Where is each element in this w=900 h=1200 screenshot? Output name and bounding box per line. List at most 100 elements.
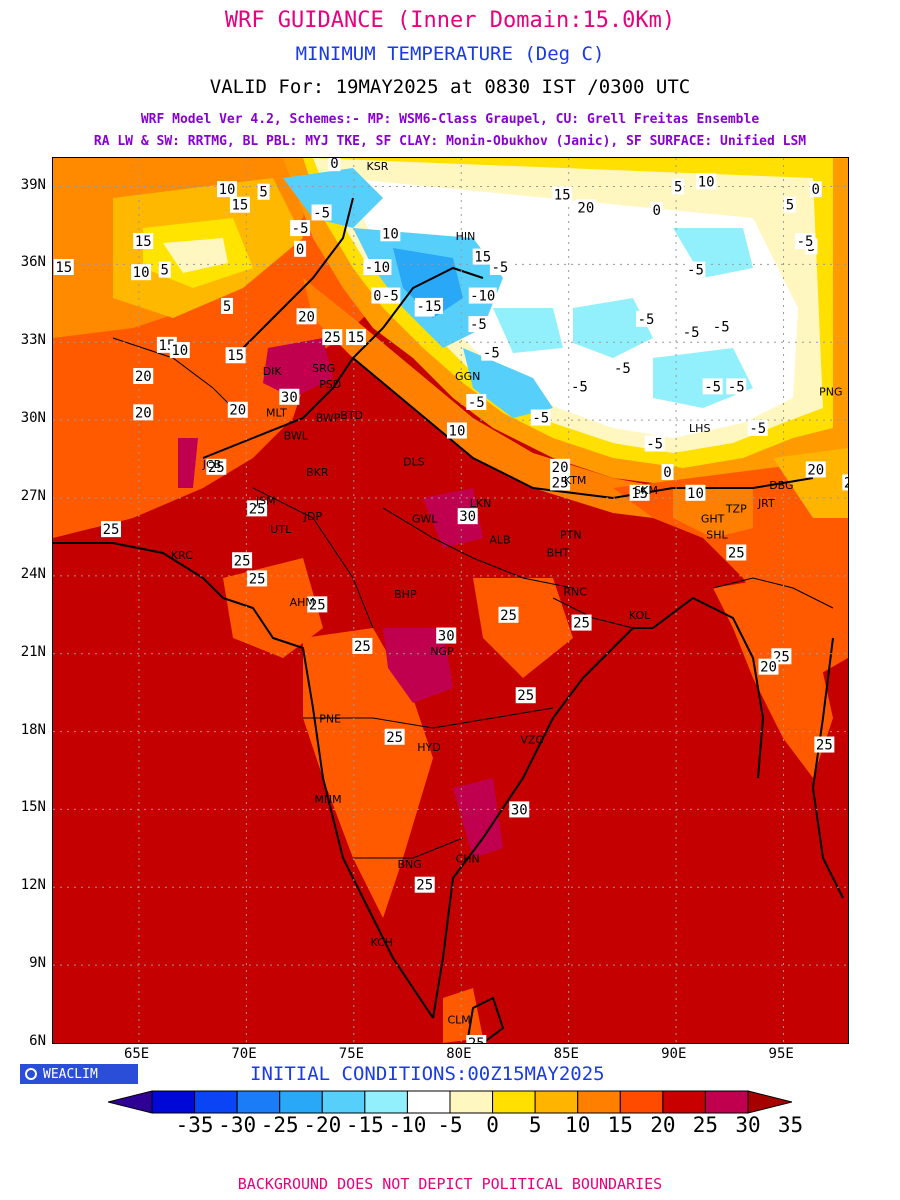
contour-label-bg [530,409,551,426]
contour-label-bg [711,318,732,335]
contour-label-bg [380,225,401,242]
contour-label: 5 [223,299,231,315]
legend-tick-label: 25 [692,1113,719,1137]
lat-tick-label: 33N [20,332,46,349]
contour-label: -5 [571,379,588,395]
city-label: PNG [819,386,842,399]
contour-label-bg [481,344,502,361]
city-label: BTD [340,409,363,422]
logo-icon [25,1068,37,1080]
contour-label-bg [345,329,366,346]
lon-tick-label: 65E [123,1046,150,1062]
contour-label-bg [311,204,332,221]
contour-label-bg [629,484,650,501]
contour-label-bg [783,196,796,213]
contour-label-bg [169,342,190,359]
contour-label: 20 [807,462,824,478]
model-info-line-1: WRF Model Ver 4.2, Schemes:- MP: WSM6-Cl… [140,112,760,127]
contour-label: 10 [449,424,466,440]
valid-time: VALID For: 19MAY2025 at 0830 IST /0300 U… [209,76,691,98]
contour-label-bg [805,461,826,478]
city-label: JSM [255,495,276,508]
contour-label: 0 [812,182,820,198]
city-label: HIN [456,230,476,243]
contour-label: -5 [532,411,549,427]
contour-label-bg [158,261,171,278]
contour-label-bg [809,181,822,198]
contour-label: 30 [459,509,476,525]
contour-label-bg [352,637,373,654]
contour-label: 10 [687,486,704,502]
temperature-map: 30 30 30 30 25 25 25 25 25 25 25 25 25 25 25 25 25 25 25 25… [52,157,849,1044]
legend-tick-label: -10 [388,1113,427,1137]
contour-label: 5 [161,263,169,279]
contour-label: 15 [232,198,249,214]
contour-label: -5 [646,436,663,452]
contour-label: 15 [474,250,491,266]
contour-label-bg [726,544,747,561]
contour-label: 10 [171,343,188,359]
city-label: KTM [564,474,587,487]
contour-label-bg [436,627,457,644]
contour-label: 10 [382,226,399,242]
city-label: KOL [629,609,651,622]
contour-label: -5 [728,379,745,395]
city-label: BNG [398,858,422,871]
legend-swatch [364,1090,408,1114]
model-info-line-2: RA LW & SW: RRTMG, BL PBL: MYJ TKE, SF C… [93,134,807,149]
lat-tick-label: 6N [29,1033,46,1049]
legend-swatch [151,1090,196,1114]
contour-label-bg [307,596,328,613]
contour-label-bg [509,801,530,818]
contour-label-bg [552,186,573,203]
contour-label-bg [498,606,519,623]
city-label: GWL [412,513,438,526]
city-label: NGP [430,645,454,658]
city-label: GGN [455,370,480,383]
contour-label: 20 [760,660,777,676]
contour-label: 15 [348,330,365,346]
contour-label: -5 [797,234,814,250]
footer-note: BACKGROUND DOES NOT DEPICT POLITICAL BOU… [237,1175,663,1193]
contour-label: -5 [313,206,330,222]
contour-label: -5 [614,361,631,377]
city-label: VZG [520,733,544,746]
contour-label: 20 [135,405,152,421]
contour-label-bg [466,1035,487,1043]
weaclim-logo: WEACLIM [20,1064,138,1084]
contour-label-bg [650,201,663,218]
color-legend [108,1090,792,1114]
contour-label-bg [644,435,665,452]
city-label: LHS [689,422,710,435]
contour-label: 25 [552,475,569,491]
contour-label-bg [457,508,478,525]
contour-label-bg [101,521,122,538]
chart-title: WRF GUIDANCE (Inner Domain:15.0Km) [224,8,676,33]
contour-label: 20 [229,403,246,419]
contour-label: 25 [354,639,371,655]
contour-label-bg [466,393,487,410]
contour-label-bg [131,264,152,281]
contour-label: -5 [687,263,704,279]
contour-label-bg [814,736,835,753]
contour-label-bg [612,360,633,377]
contour-label: 20 [298,309,315,325]
city-label: BWP [316,412,341,425]
contour-label-bg [217,181,238,198]
contour-label: 25 [208,460,225,476]
contour-label: 25 [309,597,326,613]
city-label: DLS [403,456,425,469]
legend-tick-label: 5 [528,1113,542,1137]
city-label: SRG [312,362,335,375]
contour-label-bg [571,614,592,631]
legend-tick-label: 30 [735,1113,761,1137]
lat-tick-label: 15N [20,799,46,816]
city-label: MLT [266,406,287,419]
contour-label-bg [133,404,154,421]
legend-arrow-high [747,1090,792,1114]
city-label: DIK [263,365,283,378]
legend-tick-label: -20 [303,1113,342,1137]
contour-label-bg [550,474,571,491]
contour-label: -5 [638,312,655,328]
legend-tick-label: 15 [607,1113,633,1137]
